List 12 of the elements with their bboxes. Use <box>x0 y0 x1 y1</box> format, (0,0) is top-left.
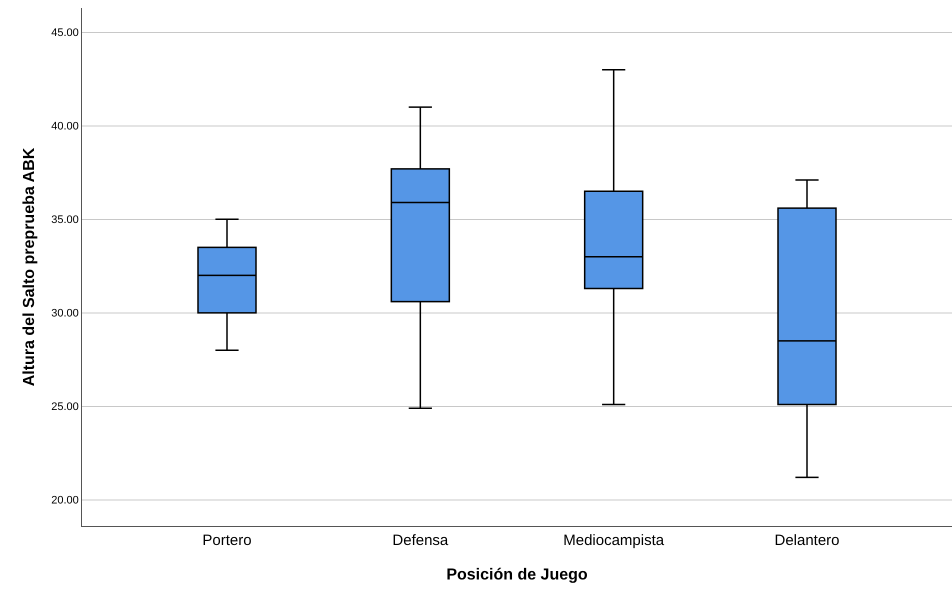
y-tick-label: 35.00 <box>51 214 79 226</box>
y-tick-label: 45.00 <box>51 27 79 40</box>
x-axis-title: Posición de Juego <box>446 566 588 584</box>
y-tick-label: 30.00 <box>51 308 79 320</box>
y-tick-label: 20.00 <box>51 494 79 507</box>
x-tick-label: Mediocampista <box>563 532 665 549</box>
x-tick-label: Delantero <box>774 532 840 549</box>
y-tick-label: 25.00 <box>51 401 79 414</box>
y-axis-title: Altura del Salto preprueba ABK <box>21 147 38 386</box>
x-tick-label: Defensa <box>392 532 449 549</box>
y-tick-label: 40.00 <box>51 120 79 133</box>
x-tick-label: Portero <box>202 532 252 549</box>
